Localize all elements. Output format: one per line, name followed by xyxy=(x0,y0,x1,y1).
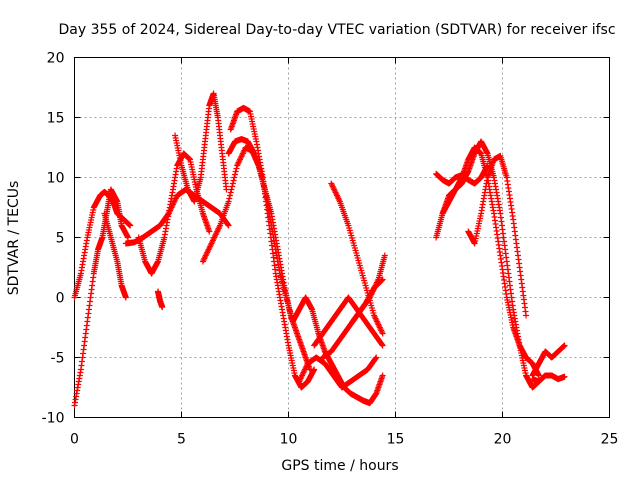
data-point xyxy=(225,222,232,229)
data-point xyxy=(229,183,236,190)
y-tick-labels: -10 -5 0 5 10 15 20 xyxy=(42,51,65,427)
x-tick-label: 20 xyxy=(494,432,512,448)
data-point xyxy=(523,312,530,319)
y-tick-label: 0 xyxy=(56,291,65,307)
series-sat-u xyxy=(529,372,568,385)
data-point xyxy=(159,304,166,311)
series-sat-f xyxy=(172,90,230,205)
y-tick-label: -5 xyxy=(51,351,65,367)
data-point xyxy=(233,165,240,172)
x-tick-labels: 0 5 10 15 20 25 xyxy=(70,432,618,448)
series-sat-m xyxy=(328,180,386,337)
data-point xyxy=(379,372,386,379)
series-sat-r xyxy=(439,144,542,379)
chart-title: Day 355 of 2024, Sidereal Day-to-day VTE… xyxy=(58,22,615,38)
data-point xyxy=(225,198,232,205)
data-point xyxy=(230,177,237,184)
data-point xyxy=(206,228,213,235)
series-sat-k xyxy=(296,354,380,391)
x-tick-label: 5 xyxy=(177,432,186,448)
y-tick-label: 5 xyxy=(56,231,65,247)
data-point xyxy=(378,277,385,284)
data-point xyxy=(229,180,236,187)
data-point xyxy=(561,373,568,380)
series-sat-b xyxy=(71,188,134,301)
series-sat-h xyxy=(227,104,318,391)
data-point xyxy=(232,168,239,175)
data-point xyxy=(125,234,131,241)
x-axis-label: GPS time / hours xyxy=(281,458,398,474)
x-tick-label: 25 xyxy=(601,432,619,448)
data-point xyxy=(122,294,129,301)
x-tick-label: 0 xyxy=(70,432,79,448)
series-sat-s xyxy=(465,152,530,319)
series-sat-t xyxy=(529,342,568,379)
series-sat-o xyxy=(349,252,388,325)
data-point xyxy=(232,171,238,178)
x-tick-label: 10 xyxy=(280,432,298,448)
y-axis-label: SDTVAR / TECUs xyxy=(6,181,22,296)
data-point xyxy=(379,330,386,337)
series-sat-a xyxy=(71,186,131,409)
y-tick-label: -10 xyxy=(42,411,65,427)
series-sat-g xyxy=(199,144,313,373)
data-point xyxy=(535,372,542,379)
data-point xyxy=(311,366,318,373)
data-point xyxy=(227,189,234,196)
data-point xyxy=(381,252,388,259)
data-point xyxy=(228,186,235,193)
data-point xyxy=(378,341,385,348)
data-point xyxy=(373,354,380,361)
series-sat-e xyxy=(135,150,213,277)
data-point xyxy=(227,192,234,199)
x-tick-label: 15 xyxy=(387,432,405,448)
series-sat-l xyxy=(311,294,386,349)
data-point xyxy=(127,222,134,229)
data-point xyxy=(561,342,568,349)
series-sat-c xyxy=(101,210,129,301)
data-point xyxy=(372,355,379,362)
data-point xyxy=(226,195,233,202)
data-point xyxy=(379,342,386,349)
y-tick-label: 10 xyxy=(47,171,65,187)
y-tick-label: 20 xyxy=(47,51,65,67)
data-point xyxy=(231,174,238,181)
data-point xyxy=(224,221,231,228)
data-points xyxy=(71,90,568,409)
series-sat-v xyxy=(154,288,166,311)
axis-ticks xyxy=(74,57,610,418)
series-sat-j xyxy=(289,294,386,407)
y-tick-label: 15 xyxy=(47,111,65,127)
series-sat-i xyxy=(225,136,296,325)
